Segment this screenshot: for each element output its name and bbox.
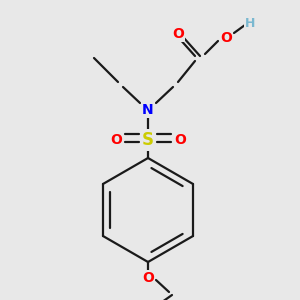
Text: N: N: [142, 103, 154, 116]
Text: H: H: [245, 17, 255, 30]
Text: O: O: [174, 133, 186, 146]
Text: O: O: [172, 26, 184, 40]
Text: S: S: [142, 131, 154, 149]
Text: O: O: [220, 31, 232, 44]
Text: O: O: [110, 133, 122, 146]
Text: O: O: [142, 272, 154, 286]
